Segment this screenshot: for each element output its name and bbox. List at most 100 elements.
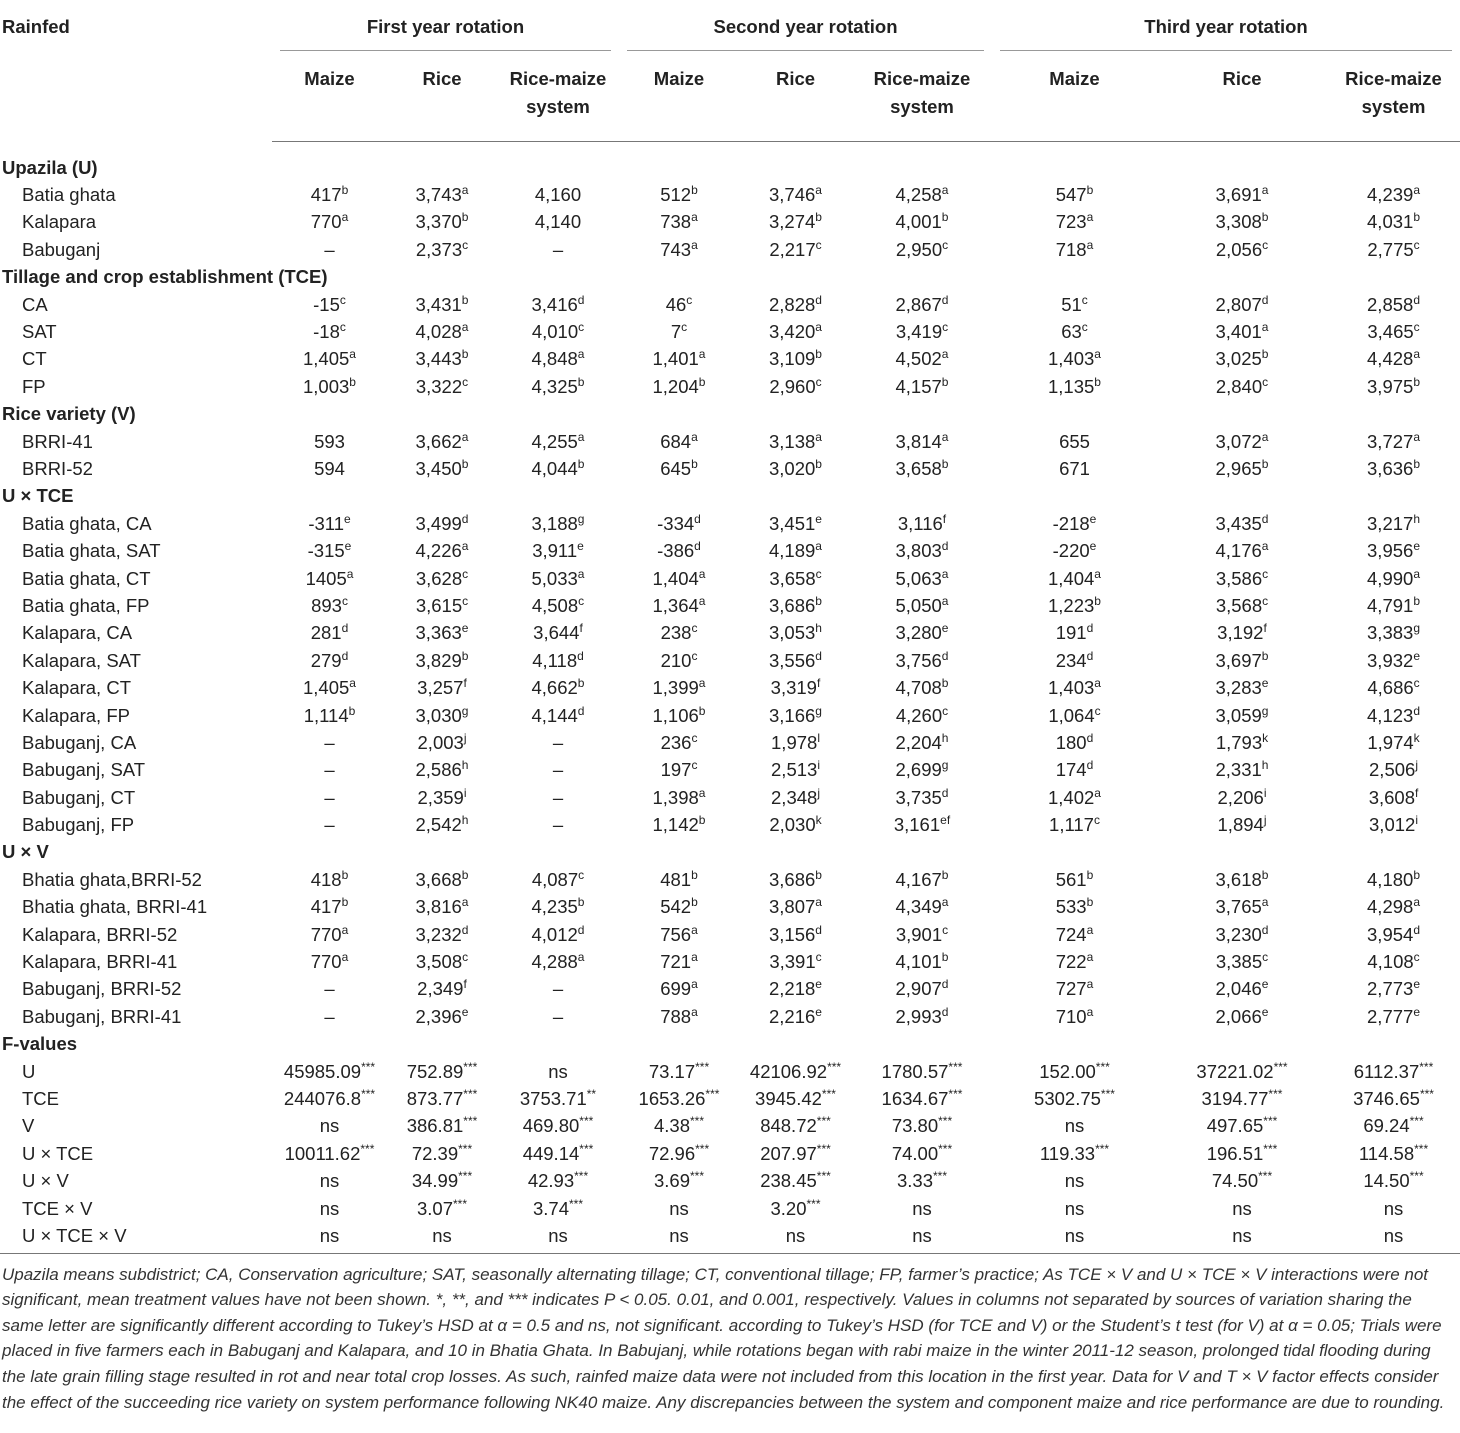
- section-title: U × TCE: [2, 485, 74, 507]
- group-header: First year rotation: [272, 0, 619, 51]
- cell: 4,118d: [497, 647, 619, 674]
- cell-superscript: a: [1086, 977, 1094, 992]
- cell-superscript: c: [462, 593, 469, 608]
- cell-superscript: b: [698, 813, 706, 828]
- cell-value: 4,791: [1367, 594, 1414, 616]
- cell: 4,028a: [387, 318, 497, 345]
- cell-superscript: a: [1086, 1004, 1094, 1019]
- cell: 3,025b: [1157, 346, 1327, 373]
- cell: 4,235b: [497, 894, 619, 921]
- cell-value: 3753.71: [519, 1087, 587, 1109]
- data-row: Kalapara, BRRI-52 770a 3,232d 4,012d 756a 3,1…: [0, 921, 1460, 948]
- cell: 2,775c: [1327, 236, 1460, 263]
- cell-value: 3,391: [769, 951, 816, 973]
- cell-value: 2,218: [769, 978, 816, 1000]
- cell-superscript: d: [577, 292, 585, 307]
- data-row: Batia ghata, CA -311e 3,499d 3,188g -334d 3,4…: [0, 510, 1460, 537]
- cell-value: 3,451: [769, 512, 816, 534]
- cell-superscript: g: [941, 758, 949, 773]
- cell-superscript: b: [941, 867, 949, 882]
- cell: ns: [319, 1170, 340, 1192]
- cell: 710a: [992, 1003, 1157, 1030]
- cell-value: 1,403: [1048, 677, 1095, 699]
- cell-value: 770: [310, 951, 342, 973]
- cell: 2,807d: [1157, 291, 1327, 318]
- cell-value: 2,396: [415, 1005, 462, 1027]
- cell: 2,217c: [739, 236, 852, 263]
- cell-superscript: a: [1086, 922, 1094, 937]
- cell-value: 3,618: [1215, 868, 1262, 890]
- cell-value: 3,658: [769, 567, 816, 589]
- cell-value: 3,691: [1215, 184, 1262, 206]
- cell-superscript: c: [815, 237, 822, 252]
- cell-superscript: f: [463, 676, 467, 691]
- cell-value: 63: [1061, 321, 1082, 343]
- cell: 4,508c: [497, 592, 619, 619]
- cell: ns: [497, 1222, 619, 1254]
- cell-superscript: b: [461, 456, 469, 471]
- cell: 3,618b: [1157, 866, 1327, 893]
- cell-value: 4,180: [1367, 868, 1414, 890]
- cell: 3945.42***: [739, 1085, 852, 1112]
- cell: 3,012i: [1327, 811, 1460, 838]
- cell-superscript: g: [1413, 621, 1420, 636]
- cell-value: 1,402: [1048, 786, 1095, 808]
- cell: ns: [1327, 1222, 1460, 1254]
- cell: 3.69***: [619, 1167, 739, 1194]
- cell-superscript: h: [461, 758, 469, 773]
- cell-superscript: j: [1415, 758, 1418, 773]
- cell-superscript: d: [1261, 511, 1269, 526]
- cell-superscript: e: [815, 511, 822, 526]
- row-label: Babuganj, SAT: [22, 759, 146, 781]
- row-label: Babuganj: [22, 238, 101, 260]
- cell-value: 2,513: [771, 759, 818, 781]
- cell: 1,403a: [992, 674, 1157, 701]
- column-header: Rice: [387, 51, 497, 142]
- cell: 3,274b: [739, 209, 852, 236]
- cell-value: 3,499: [415, 512, 462, 534]
- cell-value: 1634.67: [881, 1087, 949, 1109]
- column-header: Rice-maize system: [497, 51, 619, 142]
- cell-value: 2,542: [415, 814, 462, 836]
- cell: 3,816a: [387, 894, 497, 921]
- cell-superscript: e: [1413, 977, 1420, 992]
- cell: 727a: [992, 976, 1157, 1003]
- cell-value: 3,319: [770, 677, 817, 699]
- cell-superscript: i: [1263, 785, 1267, 800]
- cell-superscript: ***: [1263, 1114, 1278, 1129]
- cell-value: 873.77: [406, 1087, 464, 1109]
- cell-value: 3,383: [1367, 622, 1414, 644]
- cell-value: 3.69: [653, 1170, 690, 1192]
- cell-superscript: k: [1262, 730, 1269, 745]
- cell-superscript: b: [1261, 648, 1269, 663]
- cell-value: 5302.75: [1034, 1087, 1101, 1109]
- cell-superscript: a: [1413, 429, 1420, 444]
- cell: 2,030k: [739, 811, 852, 838]
- cell-superscript: e: [1261, 1004, 1269, 1019]
- cell-value: 723: [1055, 211, 1087, 233]
- cell: -334d: [619, 510, 739, 537]
- cell-value: 645: [660, 457, 692, 479]
- cell-superscript: d: [1086, 758, 1094, 773]
- cell: 3,658c: [739, 565, 852, 592]
- row-label: Kalapara, CT: [22, 677, 131, 699]
- data-row: Babuganj –2,373c –743a 2,217c 2,950c 718a 2,05…: [0, 236, 1460, 263]
- cell-value: 3,274: [769, 211, 816, 233]
- cell-superscript: e: [1089, 511, 1097, 526]
- cell-value: 42.93: [527, 1170, 575, 1192]
- cell-superscript: a: [461, 539, 469, 554]
- cell: 4,260c: [852, 702, 992, 729]
- cell-superscript: c: [462, 566, 469, 581]
- cell-superscript: a: [698, 593, 706, 608]
- cell: 207.97***: [739, 1140, 852, 1167]
- cell: 893c: [272, 592, 387, 619]
- cell-superscript: a: [941, 183, 949, 198]
- cell-value: 1,401: [652, 348, 699, 370]
- cell-superscript: h: [941, 730, 949, 745]
- cell: 2,003j: [387, 729, 497, 756]
- section-title: Upazila (U): [2, 156, 98, 178]
- cell-value: 848.72: [760, 1115, 817, 1137]
- group-header: Third year rotation: [992, 0, 1460, 51]
- cell-superscript: a: [1094, 566, 1101, 581]
- cell: 279d: [272, 647, 387, 674]
